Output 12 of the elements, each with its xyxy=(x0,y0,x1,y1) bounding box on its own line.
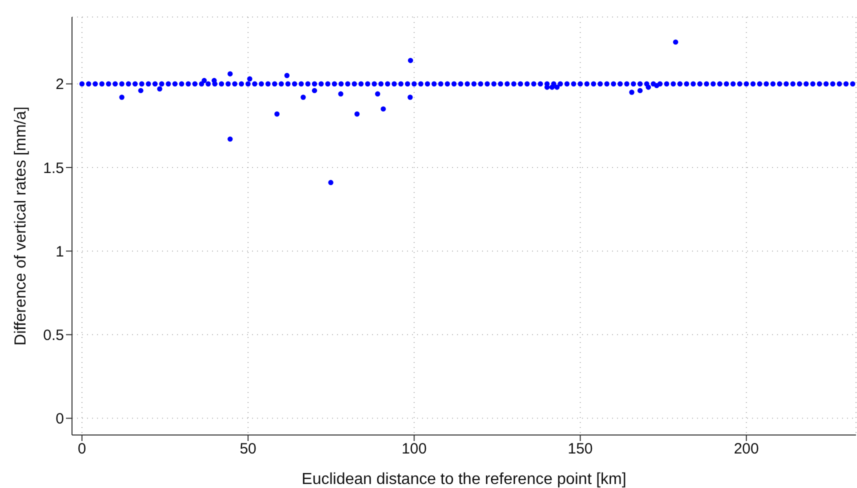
x-axis-title: Euclidean distance to the reference point [km] xyxy=(302,471,626,488)
y-tick-label: 1.5 xyxy=(43,160,64,177)
y-tick-label: 2 xyxy=(56,76,64,94)
x-tick-label: 200 xyxy=(734,440,759,458)
x-tick-label: 50 xyxy=(240,440,256,458)
x-tick-label: 0 xyxy=(78,440,86,458)
x-tick-label: 100 xyxy=(402,440,427,458)
y-tick-label: 0.5 xyxy=(43,327,64,344)
x-tick-label: 150 xyxy=(568,440,593,458)
y-tick-label: 0 xyxy=(56,410,64,428)
y-tick-label: 1 xyxy=(56,243,64,260)
y-axis-title: Difference of vertical rates [mm/a] xyxy=(12,106,30,346)
